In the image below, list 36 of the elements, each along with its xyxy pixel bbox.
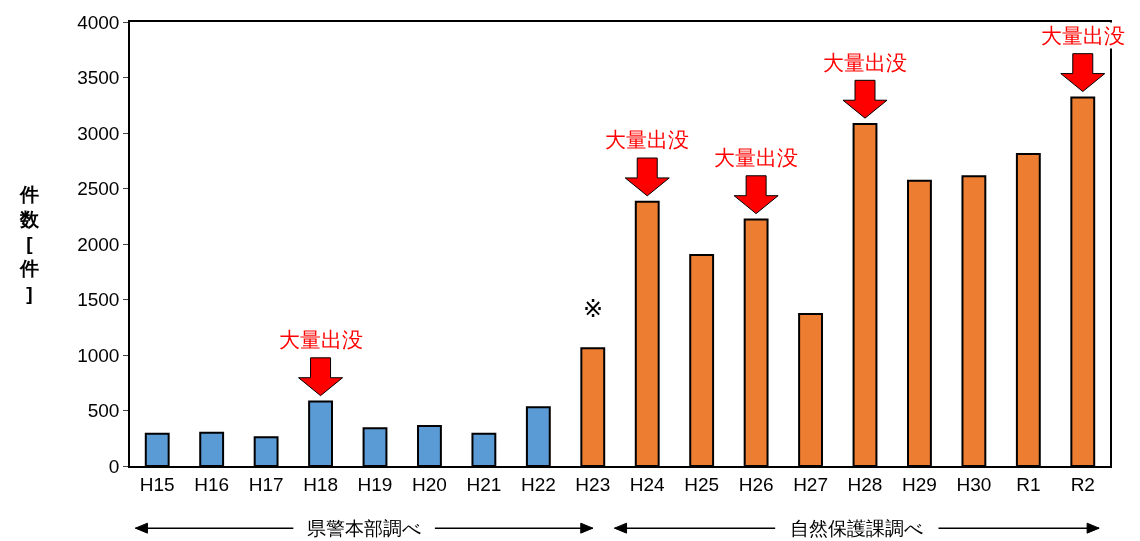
x-tick-label: H20 xyxy=(412,473,447,495)
x-tick-label: H22 xyxy=(520,473,556,495)
text: 県警本部調べ xyxy=(307,518,421,539)
x-tick-label: H19 xyxy=(357,473,393,495)
y-tick-label: 3500 xyxy=(77,67,120,89)
y-axis-title: 件数[件] xyxy=(19,184,40,304)
annotation: 大量出没 xyxy=(714,146,798,169)
y-tick-label: 500 xyxy=(87,400,120,422)
x-tick-label: H27 xyxy=(793,473,828,495)
x-tick-label: H15 xyxy=(139,473,175,495)
y-tick-label: 3000 xyxy=(77,122,120,144)
y-tick-label: 1000 xyxy=(77,344,120,366)
x-tick-label: H26 xyxy=(738,473,774,495)
x-tick-label: H18 xyxy=(303,473,338,495)
x-tick-label: H17 xyxy=(248,473,284,495)
x-tick-label: H25 xyxy=(684,473,720,495)
x-tick-label: H16 xyxy=(194,473,230,495)
annotation: ※ xyxy=(583,295,604,322)
y-tick-label: 2000 xyxy=(77,233,120,255)
y-tick-label: 2500 xyxy=(77,178,120,200)
x-tick-label: H21 xyxy=(466,473,502,495)
annotation: 大量出没 xyxy=(823,51,907,74)
y-tick-label: 0 xyxy=(108,455,120,477)
x-tick-label: R2 xyxy=(1070,473,1095,495)
y-tick-label: 4000 xyxy=(77,11,120,33)
x-tick-label: H28 xyxy=(847,473,883,495)
x-tick-label: H23 xyxy=(575,473,611,495)
annotation: 大量出没 xyxy=(279,328,363,351)
text: 自然保護課調べ xyxy=(790,518,923,539)
annotation: 大量出没 xyxy=(1041,24,1125,47)
x-tick-label: H30 xyxy=(956,473,992,495)
y-tick-label: 1500 xyxy=(77,289,120,311)
x-tick-label: R1 xyxy=(1016,473,1041,495)
annotation: 大量出没 xyxy=(605,128,689,151)
x-tick-label: H29 xyxy=(902,473,937,495)
x-tick-label: H24 xyxy=(629,473,666,495)
